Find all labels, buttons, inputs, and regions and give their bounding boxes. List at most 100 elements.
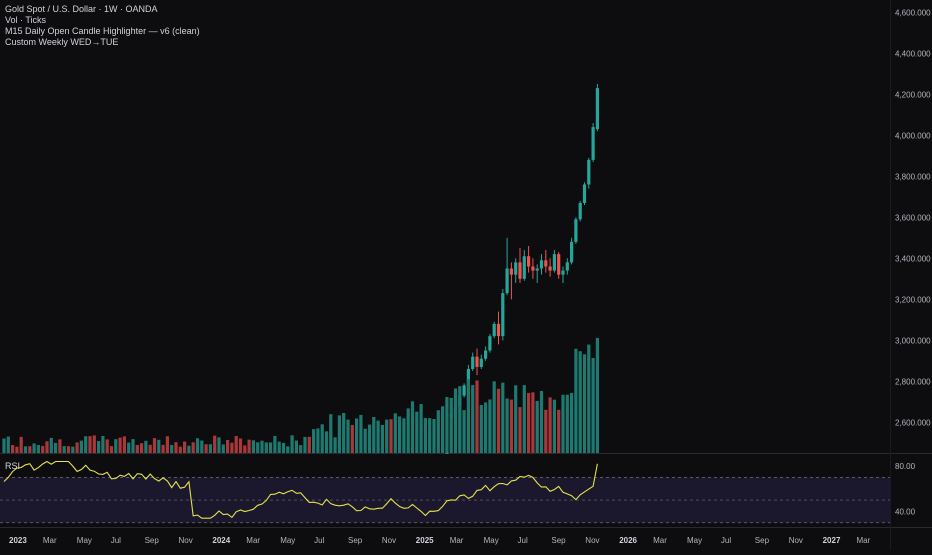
volume-bar	[406, 408, 410, 453]
volume-bar	[290, 435, 294, 453]
volume-bar	[170, 445, 174, 453]
volume-bar	[122, 436, 126, 453]
volume-bar	[561, 394, 565, 453]
volume-bar	[505, 398, 509, 453]
volume-bar	[518, 407, 522, 453]
candle-body	[505, 268, 509, 294]
price-tick-label: 3,200.000	[895, 295, 931, 304]
candle-body	[527, 256, 531, 267]
volume-bar	[11, 444, 15, 453]
time-axis-label: Jul	[111, 536, 121, 545]
volume-legend[interactable]: Vol · Ticks	[5, 15, 47, 25]
time-axis-label: Jul	[518, 536, 528, 545]
volume-bar	[552, 399, 556, 453]
volume-bar	[97, 441, 101, 453]
volume-bar	[578, 351, 582, 453]
candle-body	[531, 266, 535, 271]
volume-bar	[127, 442, 131, 453]
rsi-title[interactable]: RSI	[5, 461, 21, 471]
candle-body	[479, 358, 483, 367]
volume-bar	[165, 436, 169, 453]
price-tick-label: 4,000.000	[895, 131, 931, 140]
indicator-legend-1[interactable]: M15 Daily Open Candle Highlighter — v6 (…	[5, 26, 200, 36]
volume-bar	[191, 442, 195, 453]
volume-bar	[174, 442, 178, 453]
volume-bar	[118, 437, 122, 453]
volume-bar	[251, 440, 255, 453]
volume-bar	[303, 436, 307, 453]
candle-body	[552, 254, 556, 271]
volume-bar	[570, 392, 574, 453]
volume-bar	[441, 406, 445, 453]
volume-bar	[217, 437, 221, 453]
volume-bar	[355, 418, 359, 453]
volume-bar	[19, 436, 23, 453]
volume-bar	[389, 419, 393, 453]
time-axis-label: 2024	[212, 536, 230, 545]
volume-bar	[449, 397, 453, 453]
volume-bar	[587, 344, 591, 453]
price-tick-label: 2,600.000	[895, 418, 931, 427]
volume-bar	[466, 379, 470, 453]
candle-body	[496, 323, 501, 337]
volume-bar	[514, 385, 518, 453]
volume-bar	[281, 442, 286, 453]
volume-bar	[62, 446, 66, 453]
volume-bar	[385, 419, 389, 453]
volume-bar	[264, 442, 268, 453]
volume-bar	[522, 385, 526, 453]
volume-bar	[294, 440, 298, 453]
time-axis-label: Nov	[585, 536, 599, 545]
volume-bar	[501, 382, 505, 453]
volume-bar	[187, 445, 191, 453]
volume-bar	[23, 446, 28, 453]
volume-bar	[359, 414, 363, 453]
candle-body	[462, 385, 466, 396]
indicator-legend-2[interactable]: Custom Weekly WED→TUE	[5, 37, 119, 47]
volume-bar	[204, 444, 208, 453]
volume-bar	[307, 436, 311, 453]
volume-bar	[539, 390, 544, 453]
volume-bar	[316, 428, 320, 453]
chart-legend: Gold Spot / U.S. Dollar · 1W · OANDA Vol…	[5, 4, 200, 48]
volume-bar	[479, 404, 483, 453]
volume-bar	[574, 348, 578, 453]
time-axis-label: Mar	[857, 536, 871, 545]
candle-body	[539, 260, 544, 269]
candle-body	[587, 159, 591, 185]
candle-body	[570, 241, 574, 263]
volume-bar	[88, 436, 92, 453]
volume-group	[2, 338, 599, 453]
symbol-title[interactable]: Gold Spot / U.S. Dollar · 1W · OANDA	[5, 4, 158, 14]
volume-bar	[320, 424, 324, 453]
volume-bar	[6, 436, 10, 453]
candle-body	[484, 350, 488, 359]
price-tick-label: 3,600.000	[895, 213, 931, 222]
volume-bar	[260, 440, 264, 453]
volume-bar	[114, 439, 118, 453]
volume-bar	[28, 446, 32, 453]
volume-bar	[462, 410, 466, 453]
volume-bar	[548, 397, 552, 453]
volume-bar	[496, 388, 501, 453]
volume-bar	[565, 394, 569, 453]
volume-bar	[393, 413, 397, 453]
rsi-tick-label: 80.00	[895, 462, 916, 471]
candle-body	[509, 268, 513, 275]
price-tick-label: 4,400.000	[895, 49, 931, 58]
volume-bar	[208, 444, 212, 453]
time-axis-label: May	[687, 536, 702, 545]
volume-bar	[161, 444, 165, 453]
time-axis-label: Nov	[789, 536, 803, 545]
volume-bar	[238, 438, 243, 453]
volume-bar	[273, 435, 277, 453]
volume-bar	[75, 442, 79, 453]
volume-bar	[350, 424, 354, 453]
volume-bar	[32, 443, 36, 453]
volume-bar	[109, 446, 114, 453]
volume-bar	[200, 440, 204, 453]
volume-bar	[49, 437, 53, 453]
volume-bar	[230, 442, 234, 453]
